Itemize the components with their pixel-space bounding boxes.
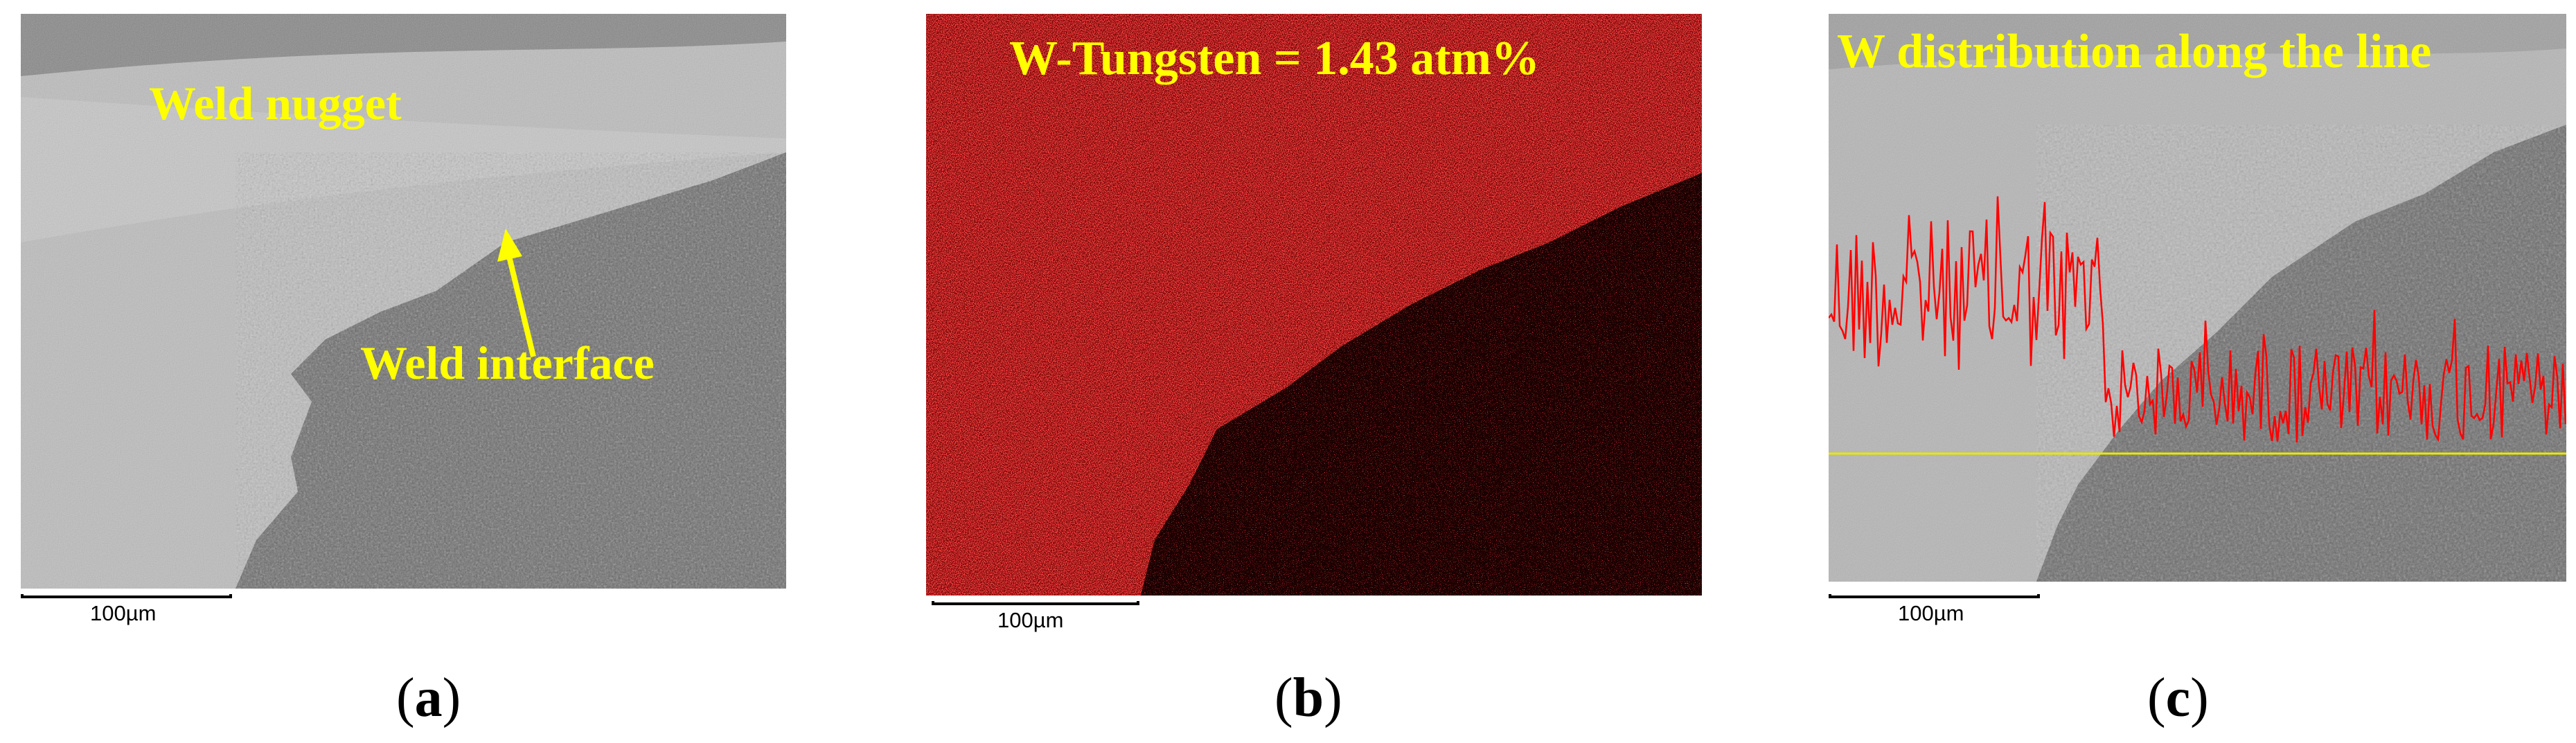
tungsten-profile-line — [1829, 196, 2566, 443]
eds-map-b: W-Tungsten = 1.43 atm% — [926, 14, 1702, 596]
caption-c: (c) — [2147, 668, 2209, 728]
label-w-distribution: W distribution along the line — [1837, 25, 2432, 78]
caption-b: (b) — [1274, 668, 1342, 728]
scale-bar-label-c: 100µm — [1898, 601, 1964, 625]
sem-linescan-c: W distribution along the line — [1829, 14, 2566, 582]
caption-a: (a) — [396, 668, 461, 728]
label-weld-nugget: Weld nugget — [149, 77, 402, 129]
sem-image-a: Weld nugget Weld interface — [21, 14, 786, 589]
label-weld-interface: Weld interface — [360, 337, 655, 389]
scale-bar-label-a: 100µm — [90, 601, 157, 625]
label-w-tungsten: W-Tungsten = 1.43 atm% — [1009, 32, 1540, 85]
arrow-icon — [497, 229, 536, 357]
scale-bar-label-b: 100µm — [997, 608, 1064, 632]
